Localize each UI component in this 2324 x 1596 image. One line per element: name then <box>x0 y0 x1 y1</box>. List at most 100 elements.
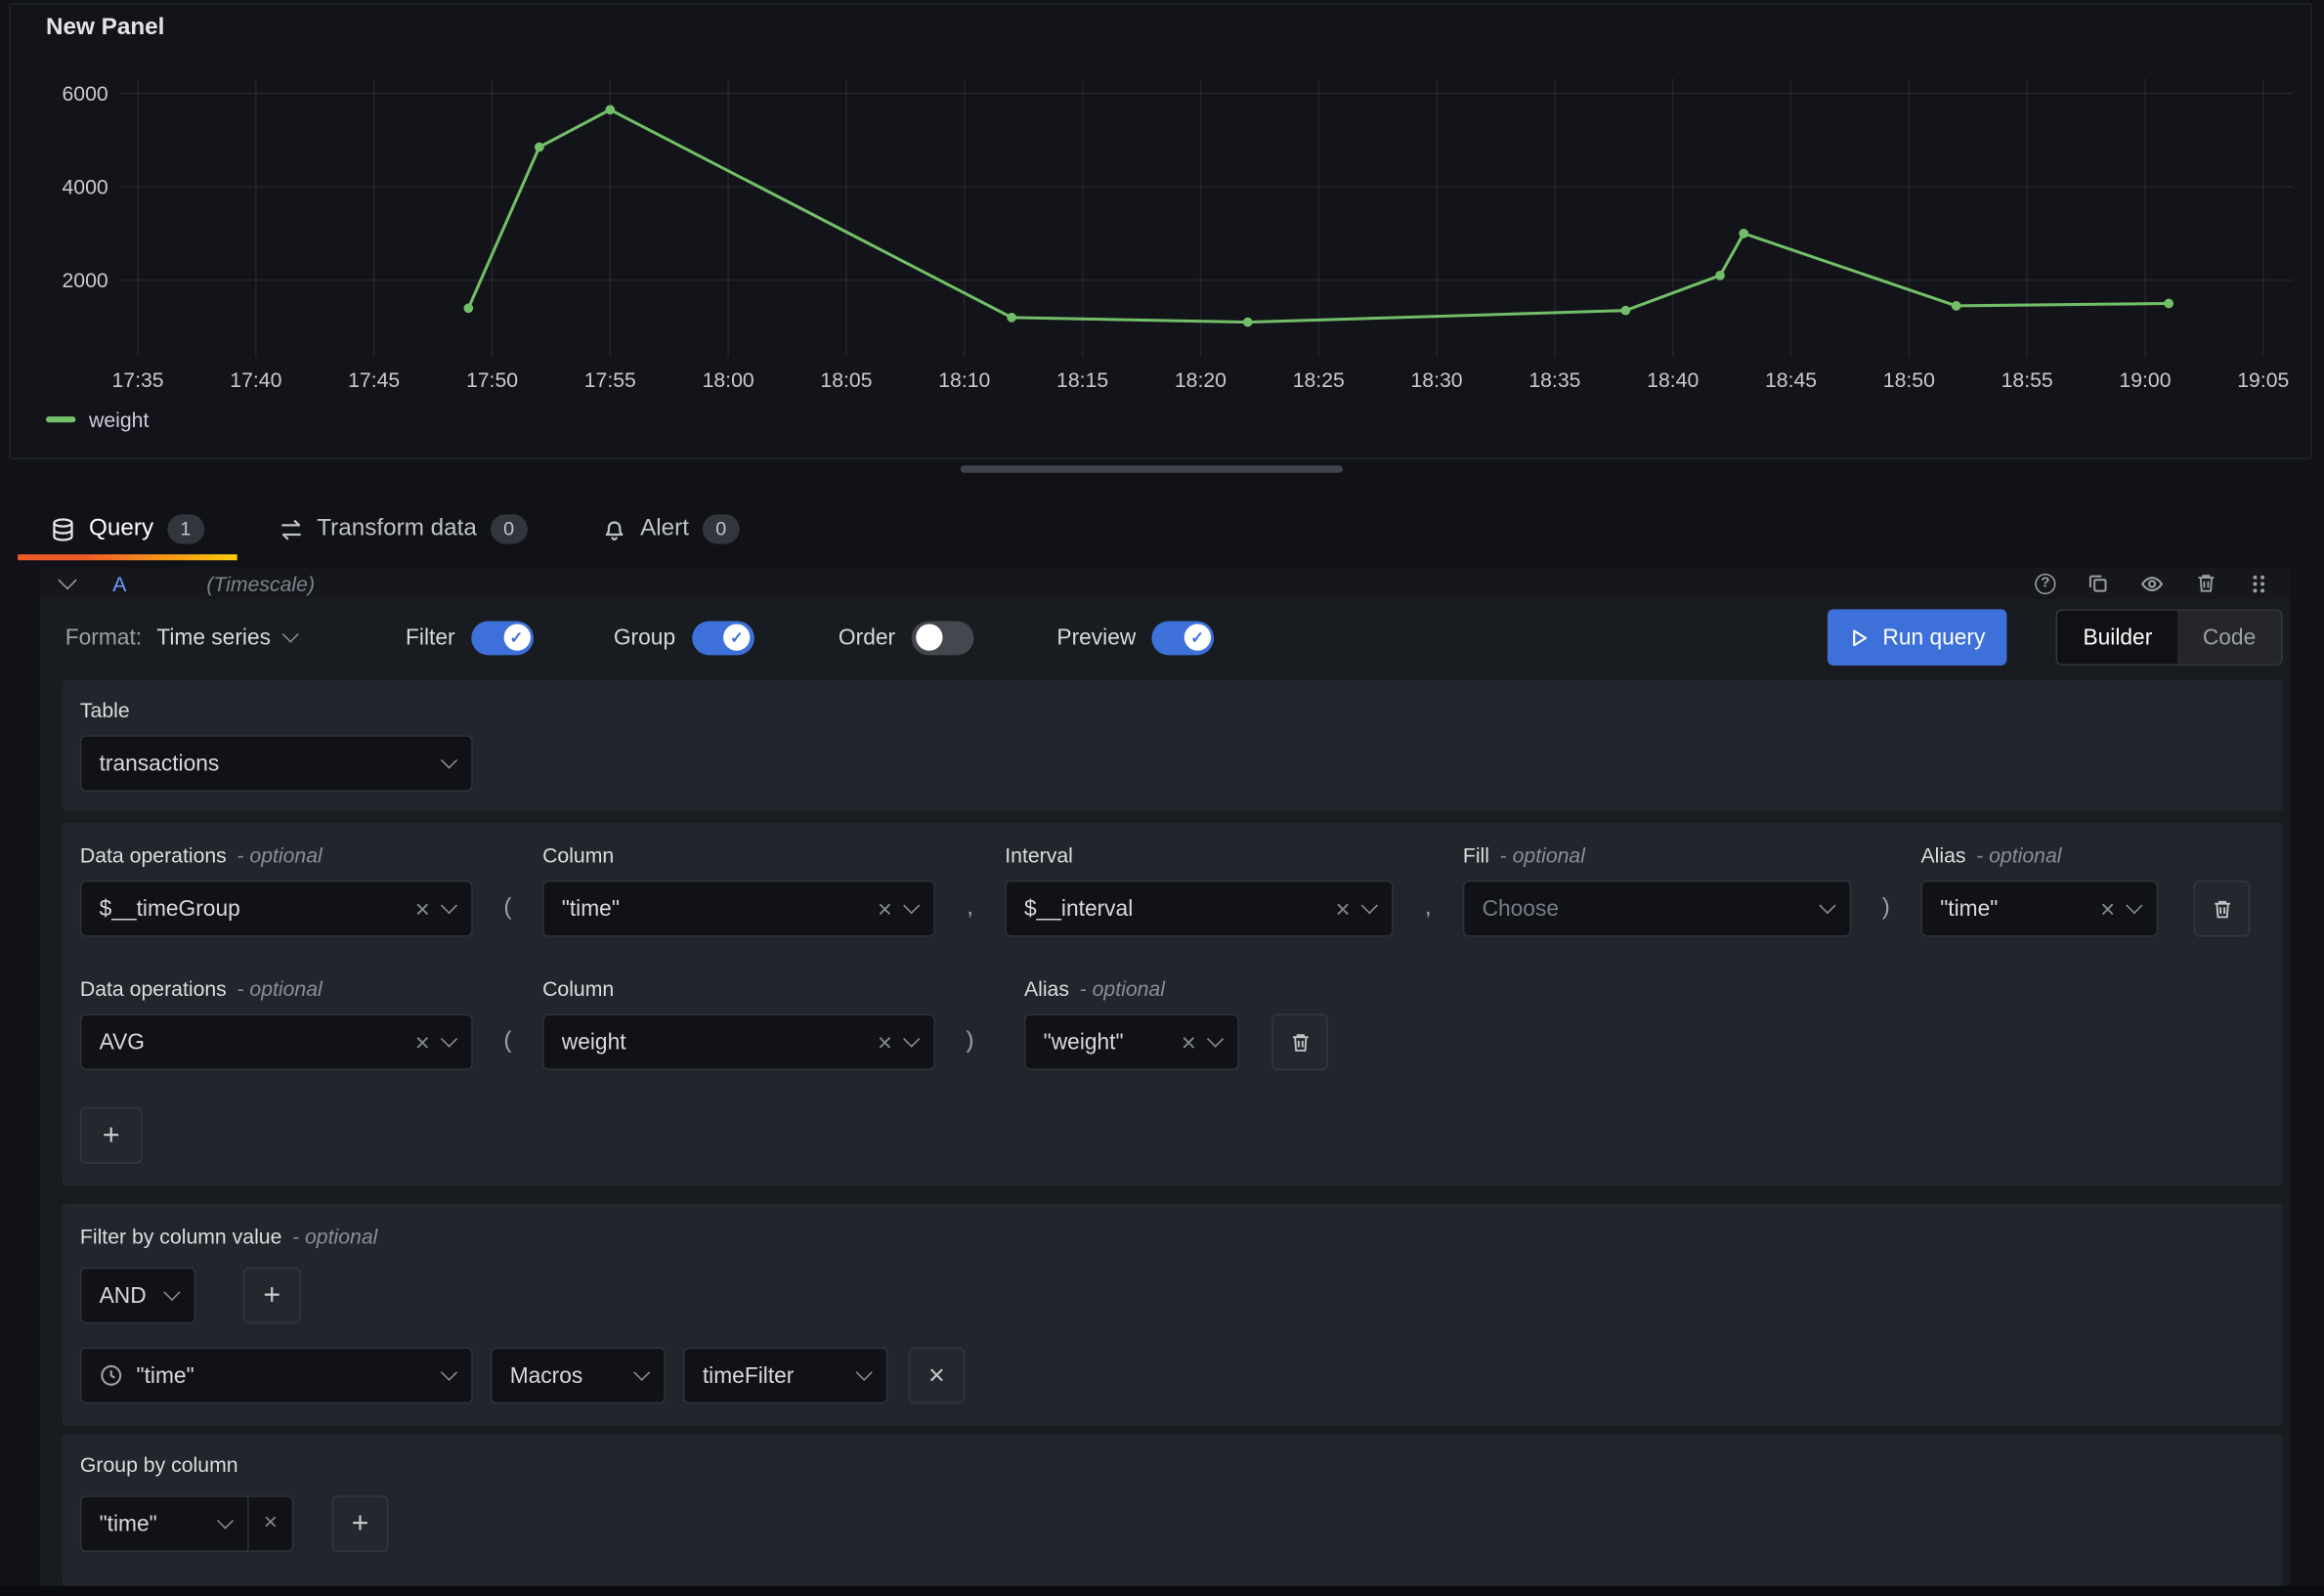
clear-icon[interactable]: × <box>1335 894 1351 924</box>
play-icon <box>1853 628 1868 646</box>
close-icon: × <box>263 1510 278 1536</box>
filter-column-select[interactable]: "time" <box>79 1347 473 1404</box>
delete-expression-button[interactable] <box>1271 1014 1328 1070</box>
chevron-down-icon <box>1207 1030 1225 1048</box>
time-series-chart[interactable]: 2000 4000 6000 17:35 17:40 17:45 17:50 17:55 18:… <box>11 5 2314 461</box>
select-expression-row: Data operations - optional AVG × ( Column… <box>79 976 2264 1070</box>
run-query-button[interactable]: Run query <box>1828 609 2008 666</box>
format-select[interactable]: Time series <box>156 625 299 650</box>
clear-icon[interactable]: × <box>2100 894 2116 924</box>
filter-section-label: Filter by column value <box>79 1224 282 1248</box>
macro-function-select[interactable]: timeFilter <box>683 1347 888 1404</box>
optional-label: - optional <box>237 842 323 868</box>
comma-separator: , <box>967 895 973 921</box>
close-icon: × <box>928 1359 945 1392</box>
query-options-toolbar: Format: Time series Filter ✓ Group ✓ Or <box>40 609 2290 666</box>
clear-group-by-button[interactable]: × <box>248 1495 294 1552</box>
plus-icon: + <box>263 1278 281 1313</box>
panel-title: New Panel <box>46 15 165 40</box>
alias-label: Alias <box>1920 842 1966 868</box>
svg-text:18:50: 18:50 <box>1883 369 1935 392</box>
clear-icon[interactable]: × <box>877 1027 892 1057</box>
duplicate-icon[interactable] <box>2087 572 2109 594</box>
filter-switch[interactable]: ✓ <box>471 620 534 655</box>
fill-select[interactable]: Choose <box>1462 880 1852 937</box>
macros-select[interactable]: Macros <box>490 1347 666 1404</box>
svg-text:18:20: 18:20 <box>1175 369 1227 392</box>
svg-text:17:45: 17:45 <box>348 369 400 392</box>
tab-query-badge: 1 <box>166 514 205 544</box>
column-select[interactable]: weight × <box>542 1014 935 1070</box>
select-expression-row: Data operations - optional $__timeGroup ×… <box>79 842 2264 937</box>
optional-label: - optional <box>292 1224 378 1248</box>
data-operations-select[interactable]: AVG × <box>79 1014 473 1070</box>
select-value: AVG <box>99 1029 145 1056</box>
switch-knob: ✓ <box>723 624 751 651</box>
filter-condition-row: "time" Macros timeFilter <box>79 1347 2264 1404</box>
filter-operator-select[interactable]: AND <box>79 1267 196 1324</box>
add-expression-button[interactable]: + <box>79 1106 143 1164</box>
column-label: Column <box>542 976 615 1001</box>
preview-switch-label: Preview <box>1056 625 1137 651</box>
group-by-column-select[interactable]: "time" <box>79 1495 249 1552</box>
interval-select[interactable]: $__interval × <box>1005 880 1394 937</box>
panel-resize-handle[interactable] <box>960 465 1344 473</box>
chevron-down-icon <box>1360 897 1378 915</box>
trash-icon[interactable] <box>2195 572 2217 594</box>
clear-icon[interactable]: × <box>414 894 430 924</box>
switch-knob: ✓ <box>502 624 531 651</box>
delete-expression-button[interactable] <box>2193 880 2251 937</box>
chevron-down-icon <box>281 625 299 643</box>
preview-switch-group: Preview ✓ <box>1056 620 1215 655</box>
group-by-row: "time" × + <box>79 1495 2264 1552</box>
svg-text:19:05: 19:05 <box>2237 369 2289 392</box>
help-icon[interactable]: ? <box>2035 573 2056 594</box>
tab-alert[interactable]: Alert 0 <box>569 498 772 561</box>
plus-icon: + <box>351 1507 369 1540</box>
switch-knob: ✓ <box>915 624 942 651</box>
column-label: Column <box>542 842 615 868</box>
clear-icon[interactable]: × <box>1181 1027 1196 1057</box>
optional-label: - optional <box>237 976 323 1001</box>
tab-transform-data[interactable]: Transform data 0 <box>245 498 560 561</box>
trash-icon <box>2214 900 2230 918</box>
builder-mode-option[interactable]: Builder <box>2057 610 2178 665</box>
group-by-section: Group by column "time" × + <box>62 1435 2283 1586</box>
data-operations-label: Data operations <box>79 842 227 868</box>
alias-select[interactable]: "time" × <box>1920 880 2159 937</box>
preview-switch[interactable]: ✓ <box>1151 620 1215 655</box>
active-tab-indicator <box>18 554 237 561</box>
add-filter-button[interactable]: + <box>242 1267 301 1324</box>
format-field: Format: Time series <box>65 625 299 650</box>
clear-icon[interactable]: × <box>414 1027 430 1057</box>
paren-open: ( <box>503 1028 512 1055</box>
editor-tabbar: Query 1 Transform data 0 Alert 0 <box>18 498 772 561</box>
code-mode-option[interactable]: Code <box>2177 610 2282 665</box>
clear-icon[interactable]: × <box>877 894 892 924</box>
tab-query[interactable]: Query 1 <box>18 498 237 561</box>
group-switch-label: Group <box>613 625 676 651</box>
column-select[interactable]: "time" × <box>542 880 935 937</box>
clock-icon <box>100 1363 123 1387</box>
svg-text:18:40: 18:40 <box>1647 369 1699 392</box>
data-operations-select[interactable]: $__timeGroup × <box>79 880 473 937</box>
optional-label: - optional <box>1976 842 2062 868</box>
svg-text:19:00: 19:00 <box>2119 369 2171 392</box>
drag-handle-icon[interactable] <box>2249 573 2269 593</box>
collapse-chevron-down-icon[interactable] <box>58 571 77 590</box>
table-select[interactable]: transactions <box>79 735 473 792</box>
order-switch[interactable]: ✓ <box>911 620 974 655</box>
svg-text:18:05: 18:05 <box>820 369 872 392</box>
svg-text:18:55: 18:55 <box>2001 369 2053 392</box>
chart-legend-item[interactable]: weight <box>46 408 149 431</box>
alias-select[interactable]: "weight" × <box>1023 1014 1239 1070</box>
add-group-by-button[interactable]: + <box>331 1495 389 1552</box>
group-switch[interactable]: ✓ <box>691 620 754 655</box>
remove-filter-button[interactable]: × <box>908 1347 966 1404</box>
eye-icon[interactable] <box>2140 572 2164 595</box>
trash-icon <box>1292 1033 1308 1052</box>
editor-mode-toggle: Builder Code <box>2056 609 2283 666</box>
select-value: Macros <box>509 1362 583 1389</box>
filter-switch-group: Filter ✓ <box>406 620 534 655</box>
chevron-down-icon <box>2126 897 2143 915</box>
